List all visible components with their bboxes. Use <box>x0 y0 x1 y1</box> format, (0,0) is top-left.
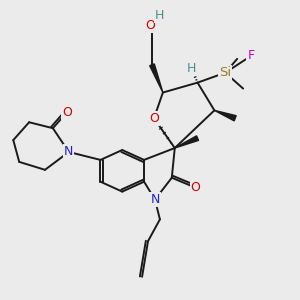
Polygon shape <box>214 110 236 121</box>
Text: O: O <box>145 19 155 32</box>
Text: H: H <box>187 62 196 75</box>
Text: N: N <box>150 193 160 206</box>
Text: O: O <box>190 181 200 194</box>
Polygon shape <box>175 136 199 148</box>
Polygon shape <box>150 64 163 92</box>
Text: H: H <box>155 9 165 22</box>
Text: N: N <box>64 146 74 158</box>
Text: F: F <box>248 50 255 62</box>
Text: Si: Si <box>219 66 231 79</box>
Text: O: O <box>149 112 159 125</box>
Text: O: O <box>62 106 72 119</box>
